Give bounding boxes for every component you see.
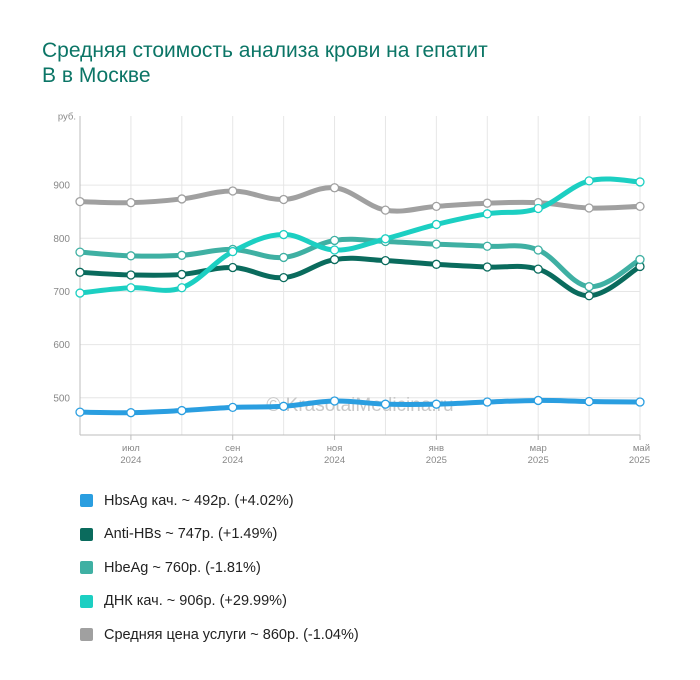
data-point[interactable]	[126, 198, 136, 208]
data-point[interactable]	[380, 255, 391, 266]
data-point[interactable]	[75, 247, 85, 257]
data-point[interactable]	[584, 396, 594, 407]
data-point[interactable]	[584, 291, 594, 301]
x-tick-label-month: сен	[225, 443, 240, 454]
chart-title: Средняя стоимость анализа крови на гепат…	[42, 38, 602, 88]
data-point[interactable]	[228, 246, 238, 257]
chart-axes: 500600700800900руб.июл2024сен2024ноя2024…	[53, 112, 650, 467]
data-point[interactable]	[482, 209, 492, 219]
legend-swatch	[80, 628, 93, 642]
data-point[interactable]	[431, 399, 442, 409]
data-point[interactable]	[75, 407, 85, 417]
legend-item[interactable]: Anti-HBs ~ 747р. (+1.49%)	[80, 518, 359, 552]
data-point[interactable]	[329, 254, 340, 265]
data-point[interactable]	[482, 241, 492, 251]
chart-grid	[79, 116, 641, 435]
data-point[interactable]	[126, 408, 136, 418]
data-point[interactable]	[177, 283, 187, 293]
x-tick-label-month: ноя	[327, 443, 343, 454]
data-point[interactable]	[533, 203, 543, 214]
chart-points	[75, 176, 645, 418]
data-point[interactable]	[126, 283, 136, 293]
line-chart: 500600700800900руб.июл2024сен2024ноя2024…	[53, 112, 650, 467]
data-point[interactable]	[482, 198, 492, 208]
data-point[interactable]	[431, 201, 442, 212]
legend-label: Средняя цена услуги ~ 860р. (-1.04%)	[104, 626, 359, 643]
data-point[interactable]	[635, 397, 645, 407]
data-point[interactable]	[584, 203, 594, 213]
data-point[interactable]	[431, 219, 442, 230]
data-point[interactable]	[278, 272, 289, 283]
data-point[interactable]	[177, 405, 187, 416]
y-tick-label: 700	[53, 287, 70, 298]
legend-label: Anti-HBs ~ 747р. (+1.49%)	[104, 526, 278, 543]
legend-item[interactable]: HbsAg кач. ~ 492р. (+4.02%)	[80, 484, 359, 518]
data-point[interactable]	[228, 402, 238, 413]
data-point[interactable]	[228, 262, 238, 273]
data-point[interactable]	[482, 397, 492, 407]
chart-title-line-1: Средняя стоимость анализа крови на гепат…	[42, 39, 488, 62]
x-tick-label-year: 2024	[222, 455, 243, 466]
data-point[interactable]	[431, 239, 442, 249]
data-point[interactable]	[126, 251, 136, 261]
x-tick-label-year: 2025	[629, 455, 650, 466]
data-point[interactable]	[228, 186, 238, 196]
data-point[interactable]	[126, 270, 136, 280]
data-point[interactable]	[75, 288, 85, 298]
y-tick-label: 900	[53, 181, 70, 192]
legend-item[interactable]: Средняя цена услуги ~ 860р. (-1.04%)	[80, 618, 359, 652]
y-tick-label: 800	[53, 234, 70, 245]
legend-item[interactable]: HbeAg ~ 760р. (-1.81%)	[80, 551, 359, 585]
data-point[interactable]	[75, 267, 85, 277]
data-point[interactable]	[329, 245, 340, 255]
legend-swatch	[80, 494, 93, 508]
data-point[interactable]	[380, 205, 391, 215]
x-tick-label-year: 2024	[324, 455, 345, 466]
data-point[interactable]	[533, 264, 543, 274]
data-point[interactable]	[329, 396, 340, 406]
y-axis-unit: руб.	[58, 112, 76, 123]
legend-label: HbsAg кач. ~ 492р. (+4.02%)	[104, 492, 294, 509]
data-point[interactable]	[431, 259, 442, 269]
x-tick-label-year: 2025	[426, 455, 447, 466]
y-tick-label: 600	[53, 340, 70, 351]
x-tick-label-month: июл	[122, 443, 140, 454]
data-point[interactable]	[278, 252, 289, 263]
watermark: © KrasotaiMedicina.ru	[266, 395, 453, 416]
legend-label: ДНК кач. ~ 906р. (+29.99%)	[104, 593, 287, 610]
data-point[interactable]	[75, 196, 85, 207]
data-point[interactable]	[482, 262, 492, 272]
chart-series	[77, 176, 643, 416]
data-point[interactable]	[584, 282, 594, 292]
chart-title-line-2: В в Москве	[42, 64, 151, 87]
data-point[interactable]	[177, 250, 187, 260]
data-point[interactable]	[278, 229, 289, 240]
data-point[interactable]	[329, 183, 340, 193]
data-point[interactable]	[380, 234, 391, 244]
x-tick-label-month: май	[633, 443, 650, 454]
data-point[interactable]	[278, 401, 289, 411]
y-tick-label: 500	[53, 393, 70, 404]
data-point[interactable]	[177, 194, 187, 204]
legend-swatch	[80, 594, 93, 608]
chart-legend: HbsAg кач. ~ 492р. (+4.02%) Anti-HBs ~ 74…	[80, 484, 359, 652]
data-point[interactable]	[635, 201, 645, 212]
data-point[interactable]	[635, 177, 645, 187]
legend-label: HbeAg ~ 760р. (-1.81%)	[104, 559, 261, 576]
data-point[interactable]	[278, 194, 289, 205]
data-point[interactable]	[533, 395, 543, 406]
data-point[interactable]	[584, 176, 594, 186]
data-point[interactable]	[177, 269, 187, 280]
legend-swatch	[80, 561, 93, 575]
x-tick-label-year: 2024	[120, 455, 141, 466]
x-tick-label-month: мар	[530, 443, 547, 454]
data-point[interactable]	[533, 245, 543, 255]
data-point[interactable]	[329, 235, 340, 246]
x-tick-label-month: янв	[429, 443, 444, 454]
data-point[interactable]	[635, 254, 645, 265]
data-point[interactable]	[380, 399, 391, 409]
x-tick-label-year: 2025	[528, 455, 549, 466]
legend-swatch	[80, 527, 93, 541]
legend-item[interactable]: ДНК кач. ~ 906р. (+29.99%)	[80, 585, 359, 619]
